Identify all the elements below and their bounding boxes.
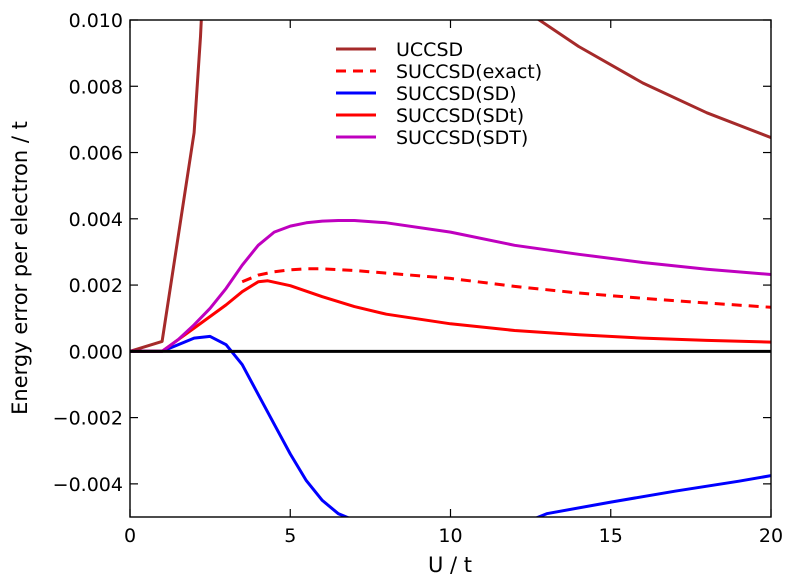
legend-label: UCCSD — [396, 39, 463, 61]
y-tick-label: −0.002 — [53, 408, 123, 430]
y-tick-label: 0.004 — [69, 209, 123, 231]
x-tick-label: 0 — [124, 525, 136, 547]
legend-label: SUCCSD(SD) — [396, 83, 517, 105]
series-layer — [130, 20, 771, 517]
series-line-3 — [130, 279, 771, 353]
series-line-4 — [130, 219, 771, 353]
x-axis-label: U / t — [428, 553, 472, 577]
x-tick-label: 5 — [284, 525, 296, 547]
y-axis-label: Energy error per electron / t — [8, 121, 32, 415]
tick-layer: 0 5 10 15 20 −0.004 −0.002 0.000 0.002 0.004 0.006… — [53, 10, 783, 547]
legend: UCCSDSUCCSD(exact)SUCCSD(SD)SUCCSD(SDt)S… — [336, 39, 542, 149]
y-tick-label: 0.006 — [69, 143, 123, 165]
x-tick-label: 15 — [599, 525, 623, 547]
legend-label: SUCCSD(exact) — [396, 61, 542, 83]
series-line-0 — [130, 20, 771, 353]
y-tick-label: −0.004 — [53, 474, 123, 496]
y-tick-label: 0.008 — [69, 76, 123, 98]
series-line-2 — [130, 334, 771, 517]
y-tick-label: 0.000 — [69, 341, 123, 363]
x-tick-label: 20 — [759, 525, 783, 547]
series-line-1 — [241, 267, 771, 309]
y-tick-label: 0.002 — [69, 275, 123, 297]
x-tick-label: 10 — [438, 525, 462, 547]
y-tick-label: 0.010 — [69, 10, 123, 32]
legend-label: SUCCSD(SDt) — [396, 105, 524, 127]
legend-label: SUCCSD(SDT) — [396, 127, 528, 149]
